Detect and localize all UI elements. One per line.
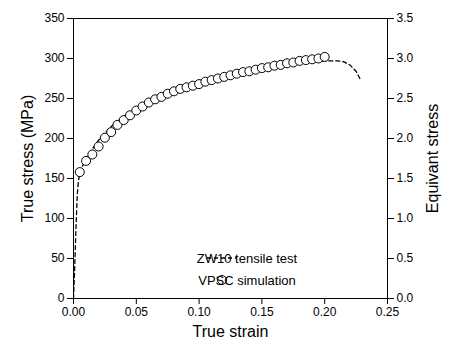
svg-text:2.5: 2.5 — [397, 91, 414, 105]
svg-text:3.5: 3.5 — [397, 11, 414, 25]
svg-text:50: 50 — [51, 251, 65, 265]
svg-text:250: 250 — [44, 91, 64, 105]
svg-text:1.0: 1.0 — [397, 211, 414, 225]
svg-text:0: 0 — [58, 291, 65, 305]
svg-text:0.10: 0.10 — [187, 305, 211, 319]
svg-text:True stress (MPa): True stress (MPa) — [19, 95, 36, 222]
svg-text:300: 300 — [44, 51, 64, 65]
svg-text:0.05: 0.05 — [125, 305, 149, 319]
svg-text:2.0: 2.0 — [397, 131, 414, 145]
svg-text:200: 200 — [44, 131, 64, 145]
svg-text:0.00: 0.00 — [62, 305, 86, 319]
svg-text:3.0: 3.0 — [397, 51, 414, 65]
svg-text:350: 350 — [44, 11, 64, 25]
svg-text:ZW10 tensile test: ZW10 tensile test — [197, 251, 298, 266]
svg-text:100: 100 — [44, 211, 64, 225]
svg-text:0.15: 0.15 — [250, 305, 274, 319]
svg-text:0.0: 0.0 — [397, 291, 414, 305]
svg-text:Equivant stress: Equivant stress — [424, 104, 441, 213]
svg-text:150: 150 — [44, 171, 64, 185]
svg-text:1.5: 1.5 — [397, 171, 414, 185]
svg-text:0.25: 0.25 — [376, 305, 400, 319]
svg-text:0.5: 0.5 — [397, 251, 414, 265]
svg-text:True strain: True strain — [193, 323, 269, 340]
svg-text:VPSC simulation: VPSC simulation — [198, 273, 296, 288]
svg-text:0.20: 0.20 — [313, 305, 337, 319]
